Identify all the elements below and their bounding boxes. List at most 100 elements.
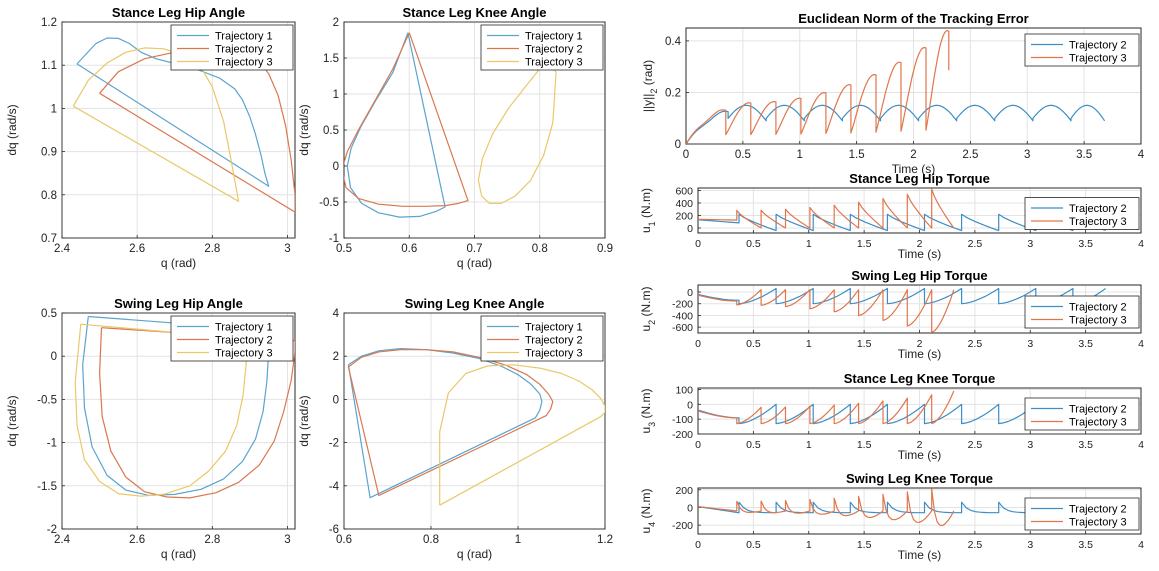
chart-title: Swing Leg Knee Torque xyxy=(846,471,993,486)
y-tick-label: -4 xyxy=(329,481,340,493)
chart-title: Swing Leg Hip Torque xyxy=(851,268,987,283)
series-line-trajectory-2 xyxy=(98,327,295,499)
y-tick-label: 0.8 xyxy=(41,190,57,202)
x-tick-label: 1.5 xyxy=(857,238,872,250)
legend-label: Trajectory 1 xyxy=(525,31,583,43)
x-tick-label: 2.5 xyxy=(968,238,983,250)
x-tick-label: 2.6 xyxy=(129,243,145,255)
x-tick-label: 0.5 xyxy=(746,338,761,350)
legend-label: Trajectory 2 xyxy=(1069,302,1127,314)
legend-label: Trajectory 3 xyxy=(1069,517,1127,529)
y-tick-label: 1.2 xyxy=(41,17,57,29)
legend-label: Trajectory 3 xyxy=(1069,315,1127,327)
x-tick-label: 2.5 xyxy=(962,149,978,161)
series-line-trajectory-3 xyxy=(698,188,955,229)
y-tick-label: 1 xyxy=(333,89,339,101)
x-tick-label: 3.5 xyxy=(1076,149,1092,161)
y-tick-label: 2 xyxy=(333,17,339,29)
y-axis-label: ||y||2 (rad) xyxy=(641,60,659,112)
series-line-trajectory-3 xyxy=(698,289,955,333)
x-tick-label: 0.8 xyxy=(423,534,439,546)
x-axis-label: Time (s) xyxy=(898,347,942,361)
legend-label: Trajectory 2 xyxy=(525,335,583,347)
x-tick-label: 2.4 xyxy=(54,534,71,546)
x-tick-label: 2.5 xyxy=(968,439,983,451)
y-tick-label: 1 xyxy=(51,103,57,115)
series-line-trajectory-3 xyxy=(439,364,605,506)
y-tick-label: 200 xyxy=(675,211,693,223)
x-tick-label: 2.6 xyxy=(129,534,145,546)
x-tick-label: 0 xyxy=(695,439,701,451)
y-tick-label: -6 xyxy=(329,524,339,536)
y-axis-label: u1 (N.m) xyxy=(639,188,657,233)
x-tick-label: 3.5 xyxy=(1078,238,1093,250)
chart-swing-hip-angle: 2.4 2.6 2.8 3 -2 -1.5 -1 -0.5 0 0.5 Swing Leg Hip … xyxy=(5,296,296,561)
series-line-trajectory-3 xyxy=(698,390,955,425)
x-tick-label: 1.5 xyxy=(857,539,872,551)
x-tick-label: 0 xyxy=(695,539,701,551)
legend-label: Trajectory 3 xyxy=(1069,417,1127,429)
x-axis-label: Time (s) xyxy=(898,548,942,562)
y-axis-label: dq (rad/s) xyxy=(5,395,19,446)
x-tick-label: 1 xyxy=(806,238,812,250)
x-tick-label: 2.8 xyxy=(204,243,220,255)
y-tick-label: -1.5 xyxy=(37,481,57,493)
chart-title: Stance Leg Knee Angle xyxy=(403,5,547,20)
x-axis-label: q (rad) xyxy=(457,256,492,270)
x-tick-label: 3.5 xyxy=(1078,439,1093,451)
x-tick-label: 3 xyxy=(284,534,290,546)
y-axis-label: dq (rad/s) xyxy=(297,395,311,446)
x-tick-label: 0.6 xyxy=(401,243,417,255)
chart-title: Euclidean Norm of the Tracking Error xyxy=(798,11,1028,26)
legend-label: Trajectory 2 xyxy=(1069,404,1127,416)
y-tick-label: 0 xyxy=(687,502,693,514)
y-tick-label: 0.7 xyxy=(41,233,57,245)
y-tick-label: -1 xyxy=(329,233,339,245)
chart-stance-knee-torque: 0 0.5 1 1.5 2 2.5 3 3.5 4 -200 -100 0 100 Stance Leg … xyxy=(639,371,1144,462)
y-tick-label: 0.5 xyxy=(323,125,339,137)
y-tick-label: -100 xyxy=(672,414,693,426)
y-axis-label: u2 (N.m) xyxy=(639,286,657,331)
legend-label: Trajectory 2 xyxy=(1069,203,1127,215)
x-tick-label: 2 xyxy=(917,338,923,350)
y-axis-label: u3 (N.m) xyxy=(639,388,657,433)
x-tick-label: 1 xyxy=(806,539,812,551)
legend-label: Trajectory 3 xyxy=(215,348,273,360)
x-tick-label: 3 xyxy=(1027,539,1033,551)
x-tick-label: 0.5 xyxy=(746,238,761,250)
x-tick-label: 3.5 xyxy=(1078,338,1093,350)
x-axis-label: q (rad) xyxy=(161,256,196,270)
legend-label: Trajectory 3 xyxy=(215,57,273,69)
y-tick-label: 0 xyxy=(687,399,693,411)
y-tick-label: 600 xyxy=(675,186,693,198)
x-tick-label: 0 xyxy=(683,149,689,161)
x-tick-label: 0.5 xyxy=(746,539,761,551)
x-tick-label: 0.8 xyxy=(532,243,548,255)
y-tick-label: 0 xyxy=(333,394,339,406)
x-tick-label: 4 xyxy=(1138,539,1144,551)
x-tick-label: 1 xyxy=(515,534,521,546)
x-tick-label: 2 xyxy=(917,238,923,250)
legend-label: Trajectory 3 xyxy=(1069,216,1127,228)
legend-label: Trajectory 3 xyxy=(1069,53,1127,65)
x-tick-label: 4 xyxy=(1138,238,1144,250)
legend-label: Trajectory 1 xyxy=(215,322,273,334)
x-tick-label: 3 xyxy=(1027,439,1033,451)
x-tick-label: 1 xyxy=(806,439,812,451)
y-axis-label: u4 (N.m) xyxy=(639,488,657,533)
x-tick-label: 2 xyxy=(917,439,923,451)
x-tick-label: 3 xyxy=(284,243,290,255)
x-axis-label: q (rad) xyxy=(161,547,196,561)
series-line-trajectory-1 xyxy=(347,348,543,499)
legend-label: Trajectory 2 xyxy=(1069,504,1127,516)
x-tick-label: 2.4 xyxy=(54,243,71,255)
